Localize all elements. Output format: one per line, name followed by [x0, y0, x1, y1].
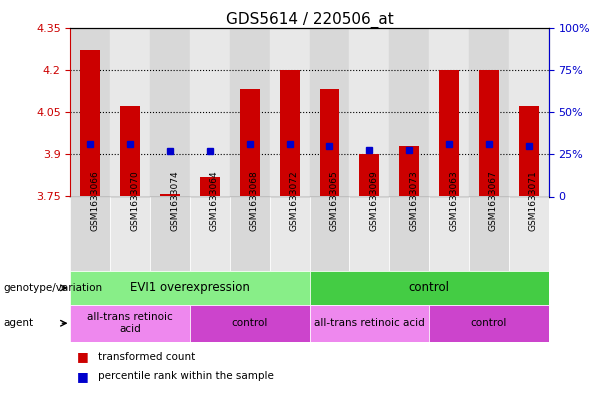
Bar [310, 271, 549, 305]
Bar [200, 177, 220, 196]
Text: GSM1633064: GSM1633064 [210, 170, 219, 231]
Bar [190, 196, 230, 271]
Text: GSM1633067: GSM1633067 [489, 170, 498, 231]
Text: transformed count: transformed count [98, 351, 196, 362]
Bar [110, 28, 150, 196]
Bar [399, 146, 419, 196]
Text: all-trans retinoic
acid: all-trans retinoic acid [88, 312, 173, 334]
Bar [310, 196, 349, 271]
Text: GSM1633063: GSM1633063 [449, 170, 458, 231]
Text: GSM1633071: GSM1633071 [528, 170, 538, 231]
Bar [80, 50, 101, 196]
Bar [319, 90, 340, 196]
Text: agent: agent [3, 318, 33, 328]
Bar [150, 28, 190, 196]
Bar [310, 28, 349, 196]
Bar [120, 107, 140, 196]
Bar [230, 28, 270, 196]
Bar [349, 196, 389, 271]
Bar [439, 70, 459, 196]
Text: GSM1633068: GSM1633068 [250, 170, 259, 231]
Bar [270, 28, 310, 196]
Bar [190, 305, 310, 342]
Bar [70, 196, 110, 271]
Text: control: control [232, 318, 268, 328]
Text: ■: ■ [77, 370, 88, 383]
Bar [190, 28, 230, 196]
Bar [160, 194, 180, 196]
Text: all-trans retinoic acid: all-trans retinoic acid [314, 318, 425, 328]
Text: GSM1633070: GSM1633070 [130, 170, 139, 231]
Bar [150, 196, 190, 271]
Text: EVI1 overexpression: EVI1 overexpression [130, 281, 250, 294]
Bar [270, 196, 310, 271]
Bar [389, 196, 429, 271]
Text: control: control [471, 318, 507, 328]
Text: control: control [409, 281, 449, 294]
Bar [70, 28, 110, 196]
Text: GSM1633066: GSM1633066 [91, 170, 99, 231]
Text: percentile rank within the sample: percentile rank within the sample [98, 371, 274, 382]
Bar [429, 196, 469, 271]
Bar [230, 196, 270, 271]
Text: GSM1633065: GSM1633065 [330, 170, 338, 231]
Bar [280, 70, 300, 196]
Bar [429, 305, 549, 342]
Text: GSM1633069: GSM1633069 [369, 170, 378, 231]
Bar [349, 28, 389, 196]
Title: GDS5614 / 220506_at: GDS5614 / 220506_at [226, 11, 394, 28]
Bar [479, 70, 499, 196]
Bar [509, 28, 549, 196]
Bar [509, 196, 549, 271]
Text: GSM1633073: GSM1633073 [409, 170, 418, 231]
Bar [429, 28, 469, 196]
Bar [359, 154, 379, 196]
Bar [469, 28, 509, 196]
Bar [110, 196, 150, 271]
Bar [519, 107, 539, 196]
Bar [389, 28, 429, 196]
Text: genotype/variation: genotype/variation [3, 283, 102, 293]
Bar [310, 305, 429, 342]
Bar [240, 90, 260, 196]
Bar [469, 196, 509, 271]
Text: GSM1633074: GSM1633074 [170, 170, 179, 231]
Bar [70, 271, 310, 305]
Bar [70, 305, 190, 342]
Text: ■: ■ [77, 350, 88, 363]
Text: GSM1633072: GSM1633072 [289, 170, 299, 231]
